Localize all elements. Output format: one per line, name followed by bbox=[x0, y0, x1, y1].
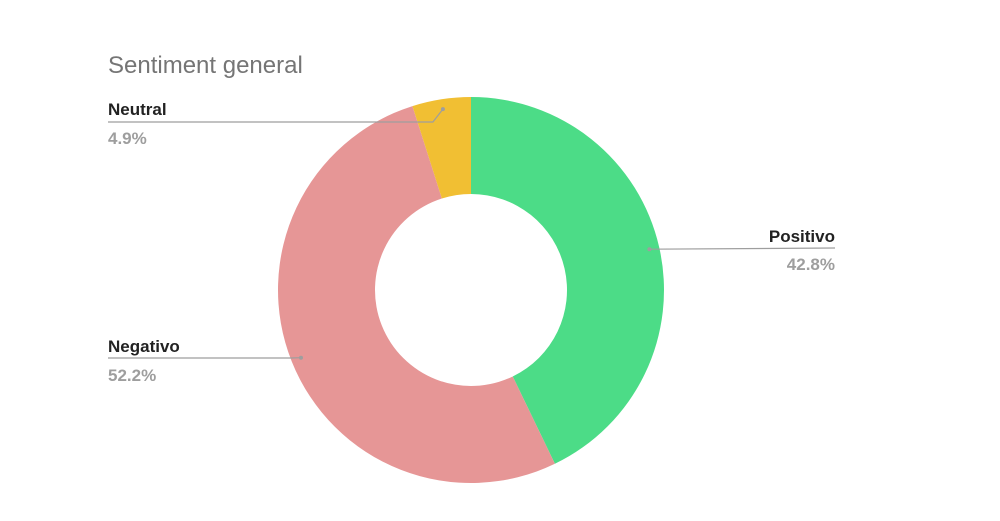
chart-title: Sentiment general bbox=[108, 52, 303, 79]
slice-label-neutral: Neutral bbox=[108, 100, 167, 119]
slice-value-negativo: 52.2% bbox=[108, 366, 156, 385]
leader-line-positivo bbox=[649, 247, 836, 250]
leader-dot-neutral bbox=[440, 107, 445, 112]
slice-negativo bbox=[277, 106, 555, 484]
slices-layer bbox=[277, 97, 664, 484]
slice-value-positivo: 42.8% bbox=[787, 255, 835, 274]
slice-label-negativo: Negativo bbox=[108, 337, 180, 356]
slice-positivo bbox=[471, 97, 664, 464]
slice-label-positivo: Positivo bbox=[769, 227, 835, 246]
leader-dot-positivo bbox=[647, 247, 652, 252]
leader-dot-negativo bbox=[298, 355, 303, 360]
leader-lines-layer bbox=[108, 107, 836, 360]
leader-line-neutral bbox=[108, 108, 444, 123]
slice-value-neutral: 4.9% bbox=[108, 129, 147, 148]
slice-labels-layer: Positivo 42.8% Negativo 52.2% Neutral 4.9% bbox=[108, 100, 835, 385]
